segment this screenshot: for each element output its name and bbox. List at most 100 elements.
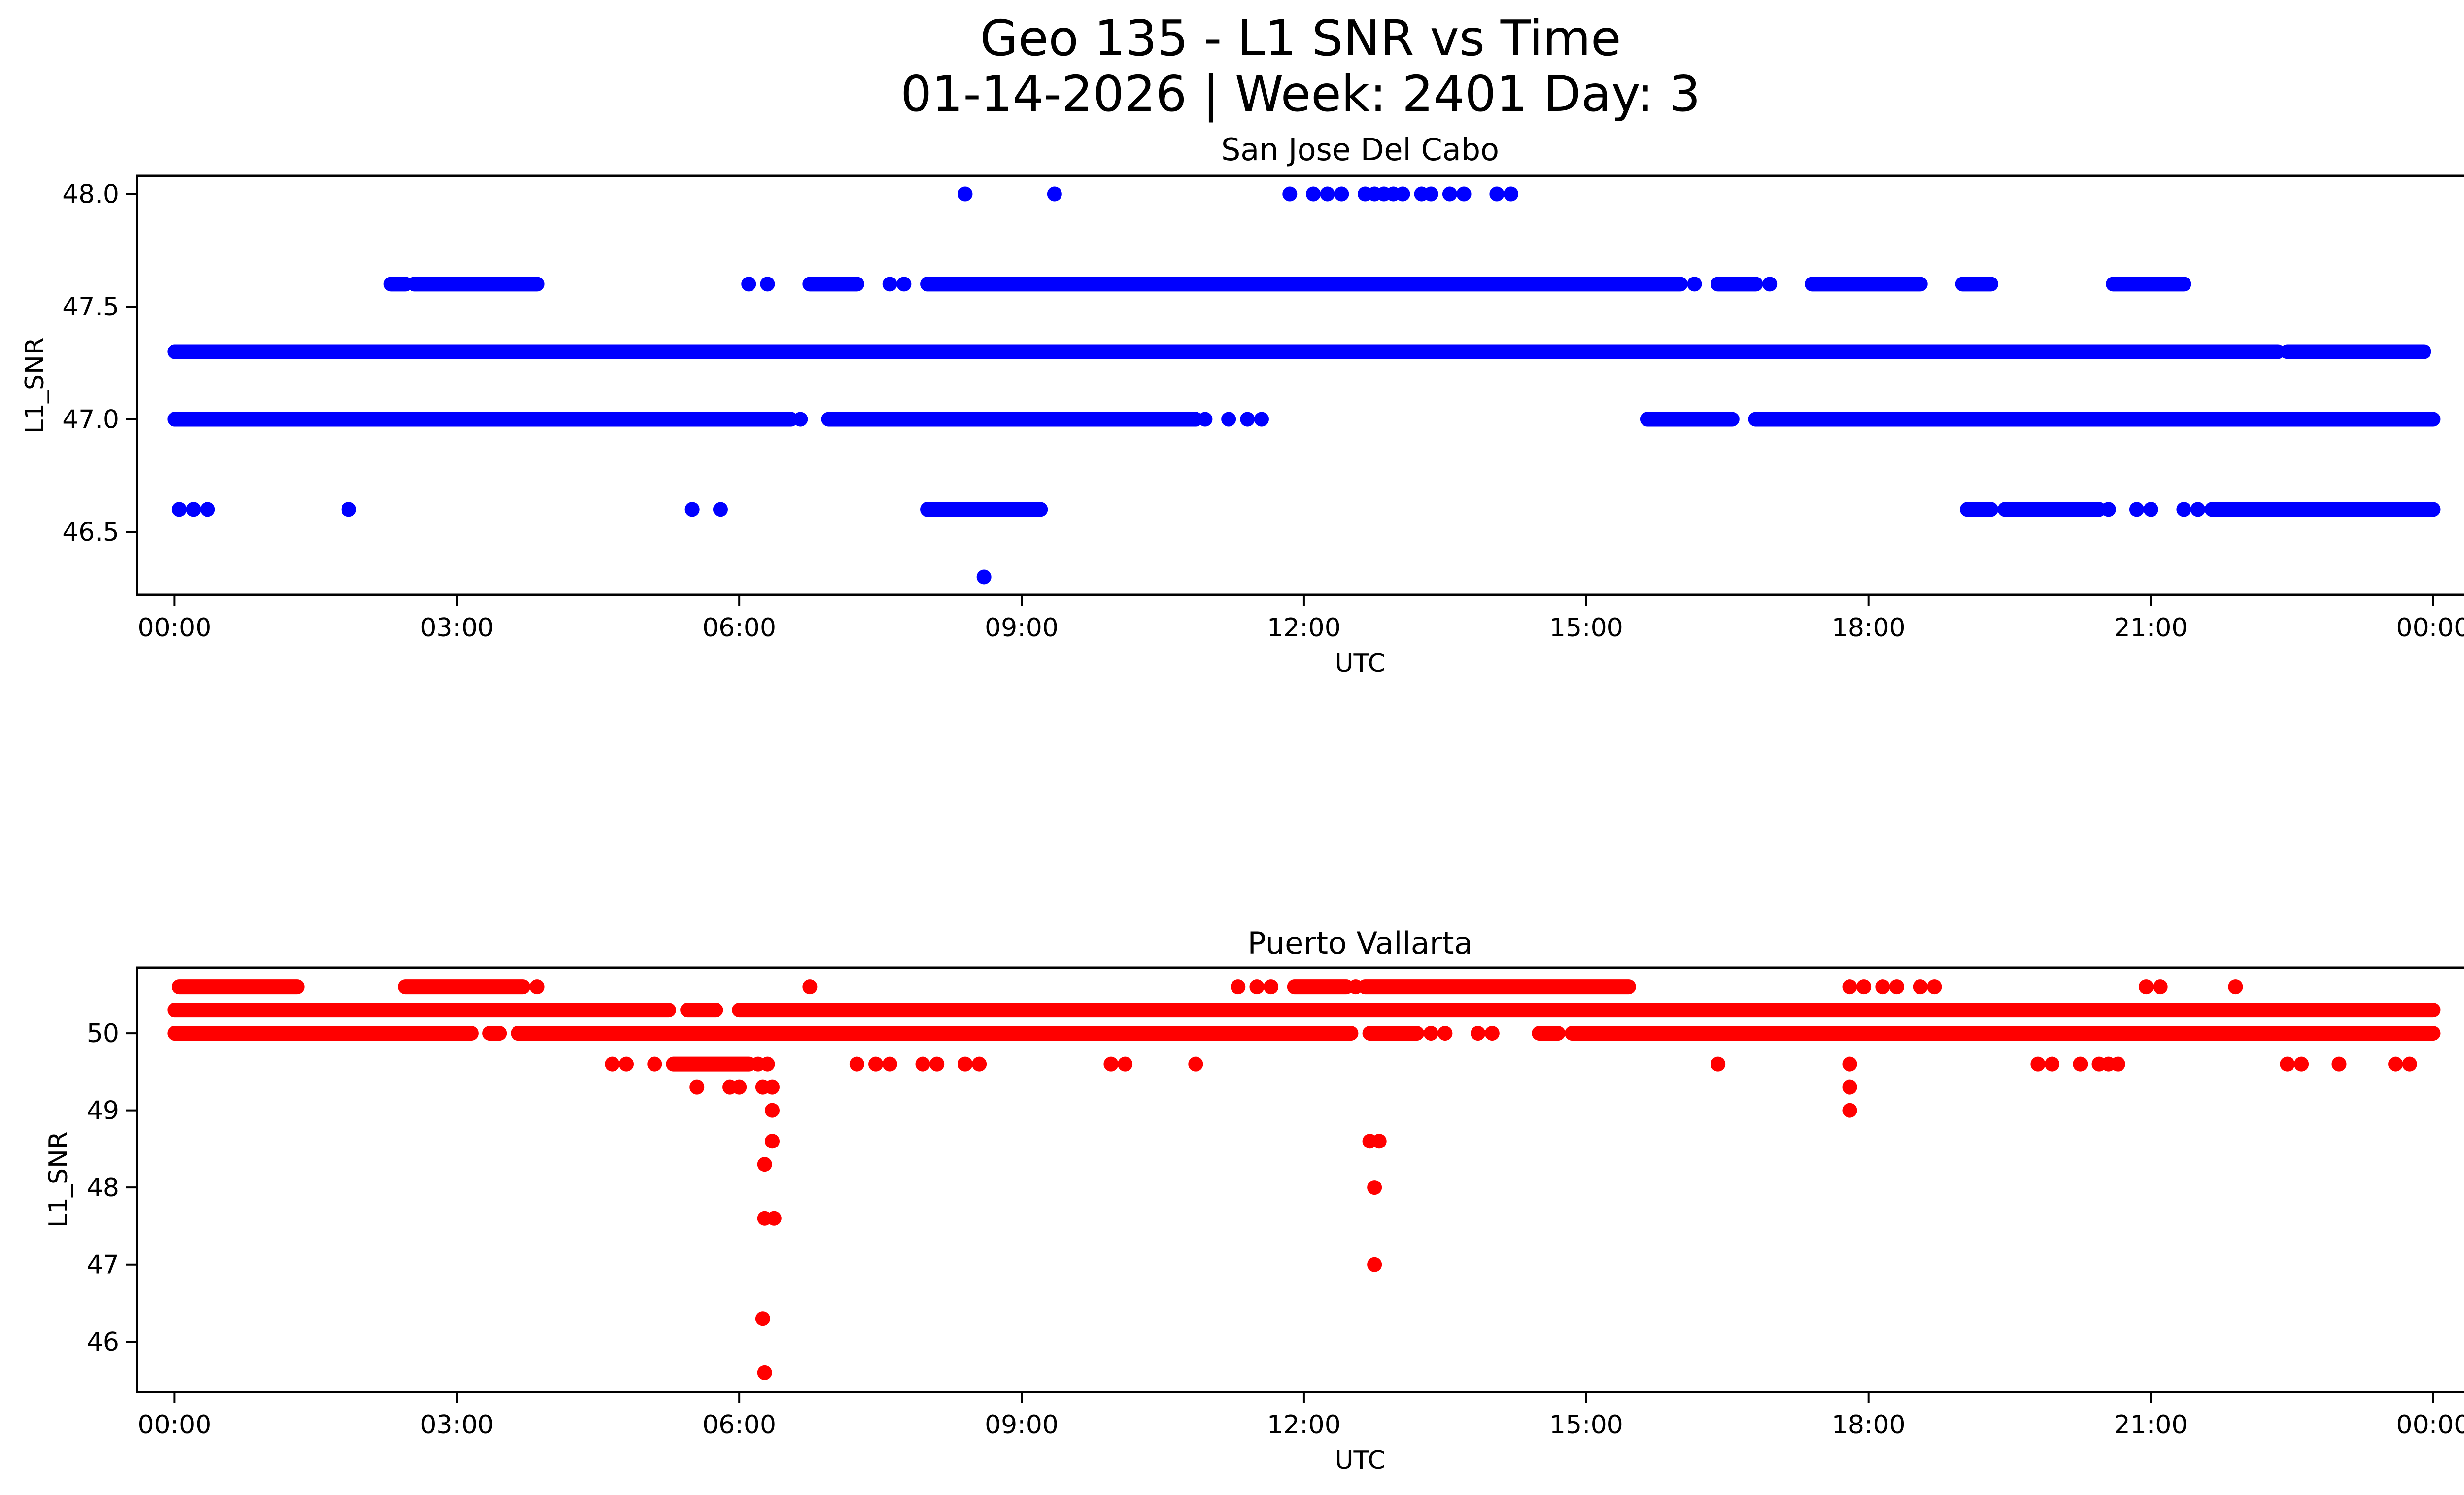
x-tick-label: 18:00 xyxy=(1832,1410,1906,1440)
scatter-point xyxy=(760,277,775,292)
scatter-point xyxy=(529,979,545,995)
subplot-puerto-vallarta: Puerto Vallarta 00:00 03:00 06:00 09:00 12:0… xyxy=(44,925,2464,1475)
x-tick-label: 12:00 xyxy=(1267,1410,1341,1440)
scatter-point xyxy=(915,1056,930,1072)
scatter-point-run xyxy=(511,1026,1359,1041)
scatter-point xyxy=(1367,1257,1382,1272)
x-axis-label: UTC xyxy=(1335,649,1385,678)
y-tick-label: 46.5 xyxy=(62,518,119,547)
scatter-point xyxy=(605,1056,620,1072)
scatter-point xyxy=(2129,502,2144,517)
scatter-point xyxy=(764,1079,780,1095)
scatter-point xyxy=(793,412,808,427)
scatter-point xyxy=(1231,979,1246,995)
x-tick-label: 06:00 xyxy=(702,613,776,643)
scatter-point xyxy=(1889,979,1904,995)
figure-title-line2: 01-14-2026 | Week: 2401 Day: 3 xyxy=(900,65,1700,123)
scatter-point-run xyxy=(1997,502,2107,517)
scatter-point xyxy=(2073,1056,2088,1072)
scatter-point-run xyxy=(1955,277,1998,292)
scatter-point xyxy=(2280,1056,2295,1072)
scatter-point xyxy=(1456,186,1472,202)
scatter-point xyxy=(1371,1134,1387,1149)
scatter-point xyxy=(849,1056,864,1072)
scatter-point xyxy=(2153,979,2168,995)
scatter-point xyxy=(219,1026,234,1041)
x-tick-label: 12:00 xyxy=(1267,613,1341,643)
scatter-point-run xyxy=(1805,277,1928,292)
scatter-point xyxy=(1240,412,1255,427)
scatter-point xyxy=(713,502,728,517)
scatter-point xyxy=(929,1056,945,1072)
scatter-point xyxy=(1367,1180,1382,1195)
scatter-point-run xyxy=(1748,412,2441,427)
scatter-point xyxy=(1334,186,1349,202)
scatter-point xyxy=(1320,186,1335,202)
scatter-point xyxy=(1249,979,1265,995)
scatter-point-run xyxy=(2204,502,2441,517)
scatter-point xyxy=(1437,1026,1453,1041)
scatter-point-run xyxy=(1287,979,1354,995)
x-tick-label: 00:00 xyxy=(137,1410,211,1440)
scatter-point xyxy=(1842,1056,1857,1072)
x-axis-label: UTC xyxy=(1335,1446,1385,1475)
y-axis-label: L1_SNR xyxy=(20,337,50,434)
subplot-san-jose-del-cabo: San Jose Del Cabo 00:00 03:00 06:00 09:00 12… xyxy=(20,132,2464,678)
x-tick-label: 00:00 xyxy=(2396,1410,2464,1440)
scatter-point xyxy=(1842,1079,1857,1095)
y-tick-label: 48.0 xyxy=(62,180,119,209)
y-tick-label: 47 xyxy=(87,1251,119,1280)
y-tick-label: 47.5 xyxy=(62,292,119,322)
scatter-point xyxy=(1927,979,1942,995)
scatter-point xyxy=(256,1026,272,1041)
subplot-title: Puerto Vallarta xyxy=(1247,925,1472,961)
scatter-point xyxy=(764,1103,780,1118)
scatter-point xyxy=(1687,277,1702,292)
plot-area xyxy=(136,174,2464,596)
scatter-point-run xyxy=(383,277,413,292)
scatter-point xyxy=(755,1311,770,1326)
scatter-point xyxy=(1484,1026,1500,1041)
scatter-point-run xyxy=(167,344,2286,359)
scatter-point xyxy=(2139,979,2154,995)
scatter-point-run xyxy=(1711,277,1763,292)
scatter-point xyxy=(1913,979,1928,995)
scatter-point xyxy=(1711,1056,1726,1072)
scatter-point-run xyxy=(407,277,545,292)
scatter-point-run xyxy=(821,412,1203,427)
scatter-point xyxy=(1856,979,1872,995)
scatter-point xyxy=(200,502,215,517)
scatter-point xyxy=(2294,1056,2309,1072)
scatter-point xyxy=(1047,186,1062,202)
x-tick-label: 03:00 xyxy=(420,613,494,643)
x-tick-label: 00:00 xyxy=(2396,613,2464,643)
figure-title-line1: Geo 135 - L1 SNR vs Time xyxy=(980,9,1621,67)
scatter-point xyxy=(191,1026,206,1041)
scatter-point-run xyxy=(802,277,864,292)
scatter-point xyxy=(2190,502,2206,517)
scatter-point xyxy=(896,277,912,292)
scatter-points xyxy=(167,979,2441,1380)
scatter-point xyxy=(1842,979,1857,995)
scatter-point xyxy=(684,502,700,517)
scatter-point xyxy=(802,979,818,995)
scatter-point xyxy=(2101,502,2116,517)
scatter-point xyxy=(741,277,756,292)
scatter-point xyxy=(868,1056,884,1072)
scatter-point xyxy=(1842,1103,1857,1118)
scatter-point xyxy=(2143,502,2158,517)
scatter-point xyxy=(882,277,897,292)
scatter-point xyxy=(341,502,356,517)
scatter-point-run xyxy=(171,979,305,995)
y-tick-label: 47.0 xyxy=(62,405,119,435)
scatter-point xyxy=(882,1056,897,1072)
scatter-point xyxy=(972,1056,987,1072)
scatter-point xyxy=(619,1056,634,1072)
y-tick-label: 49 xyxy=(87,1096,119,1126)
scatter-point xyxy=(1221,412,1236,427)
plot-area xyxy=(136,966,2464,1393)
scatter-point xyxy=(958,1056,973,1072)
scatter-point xyxy=(1282,186,1298,202)
scatter-point xyxy=(186,502,201,517)
